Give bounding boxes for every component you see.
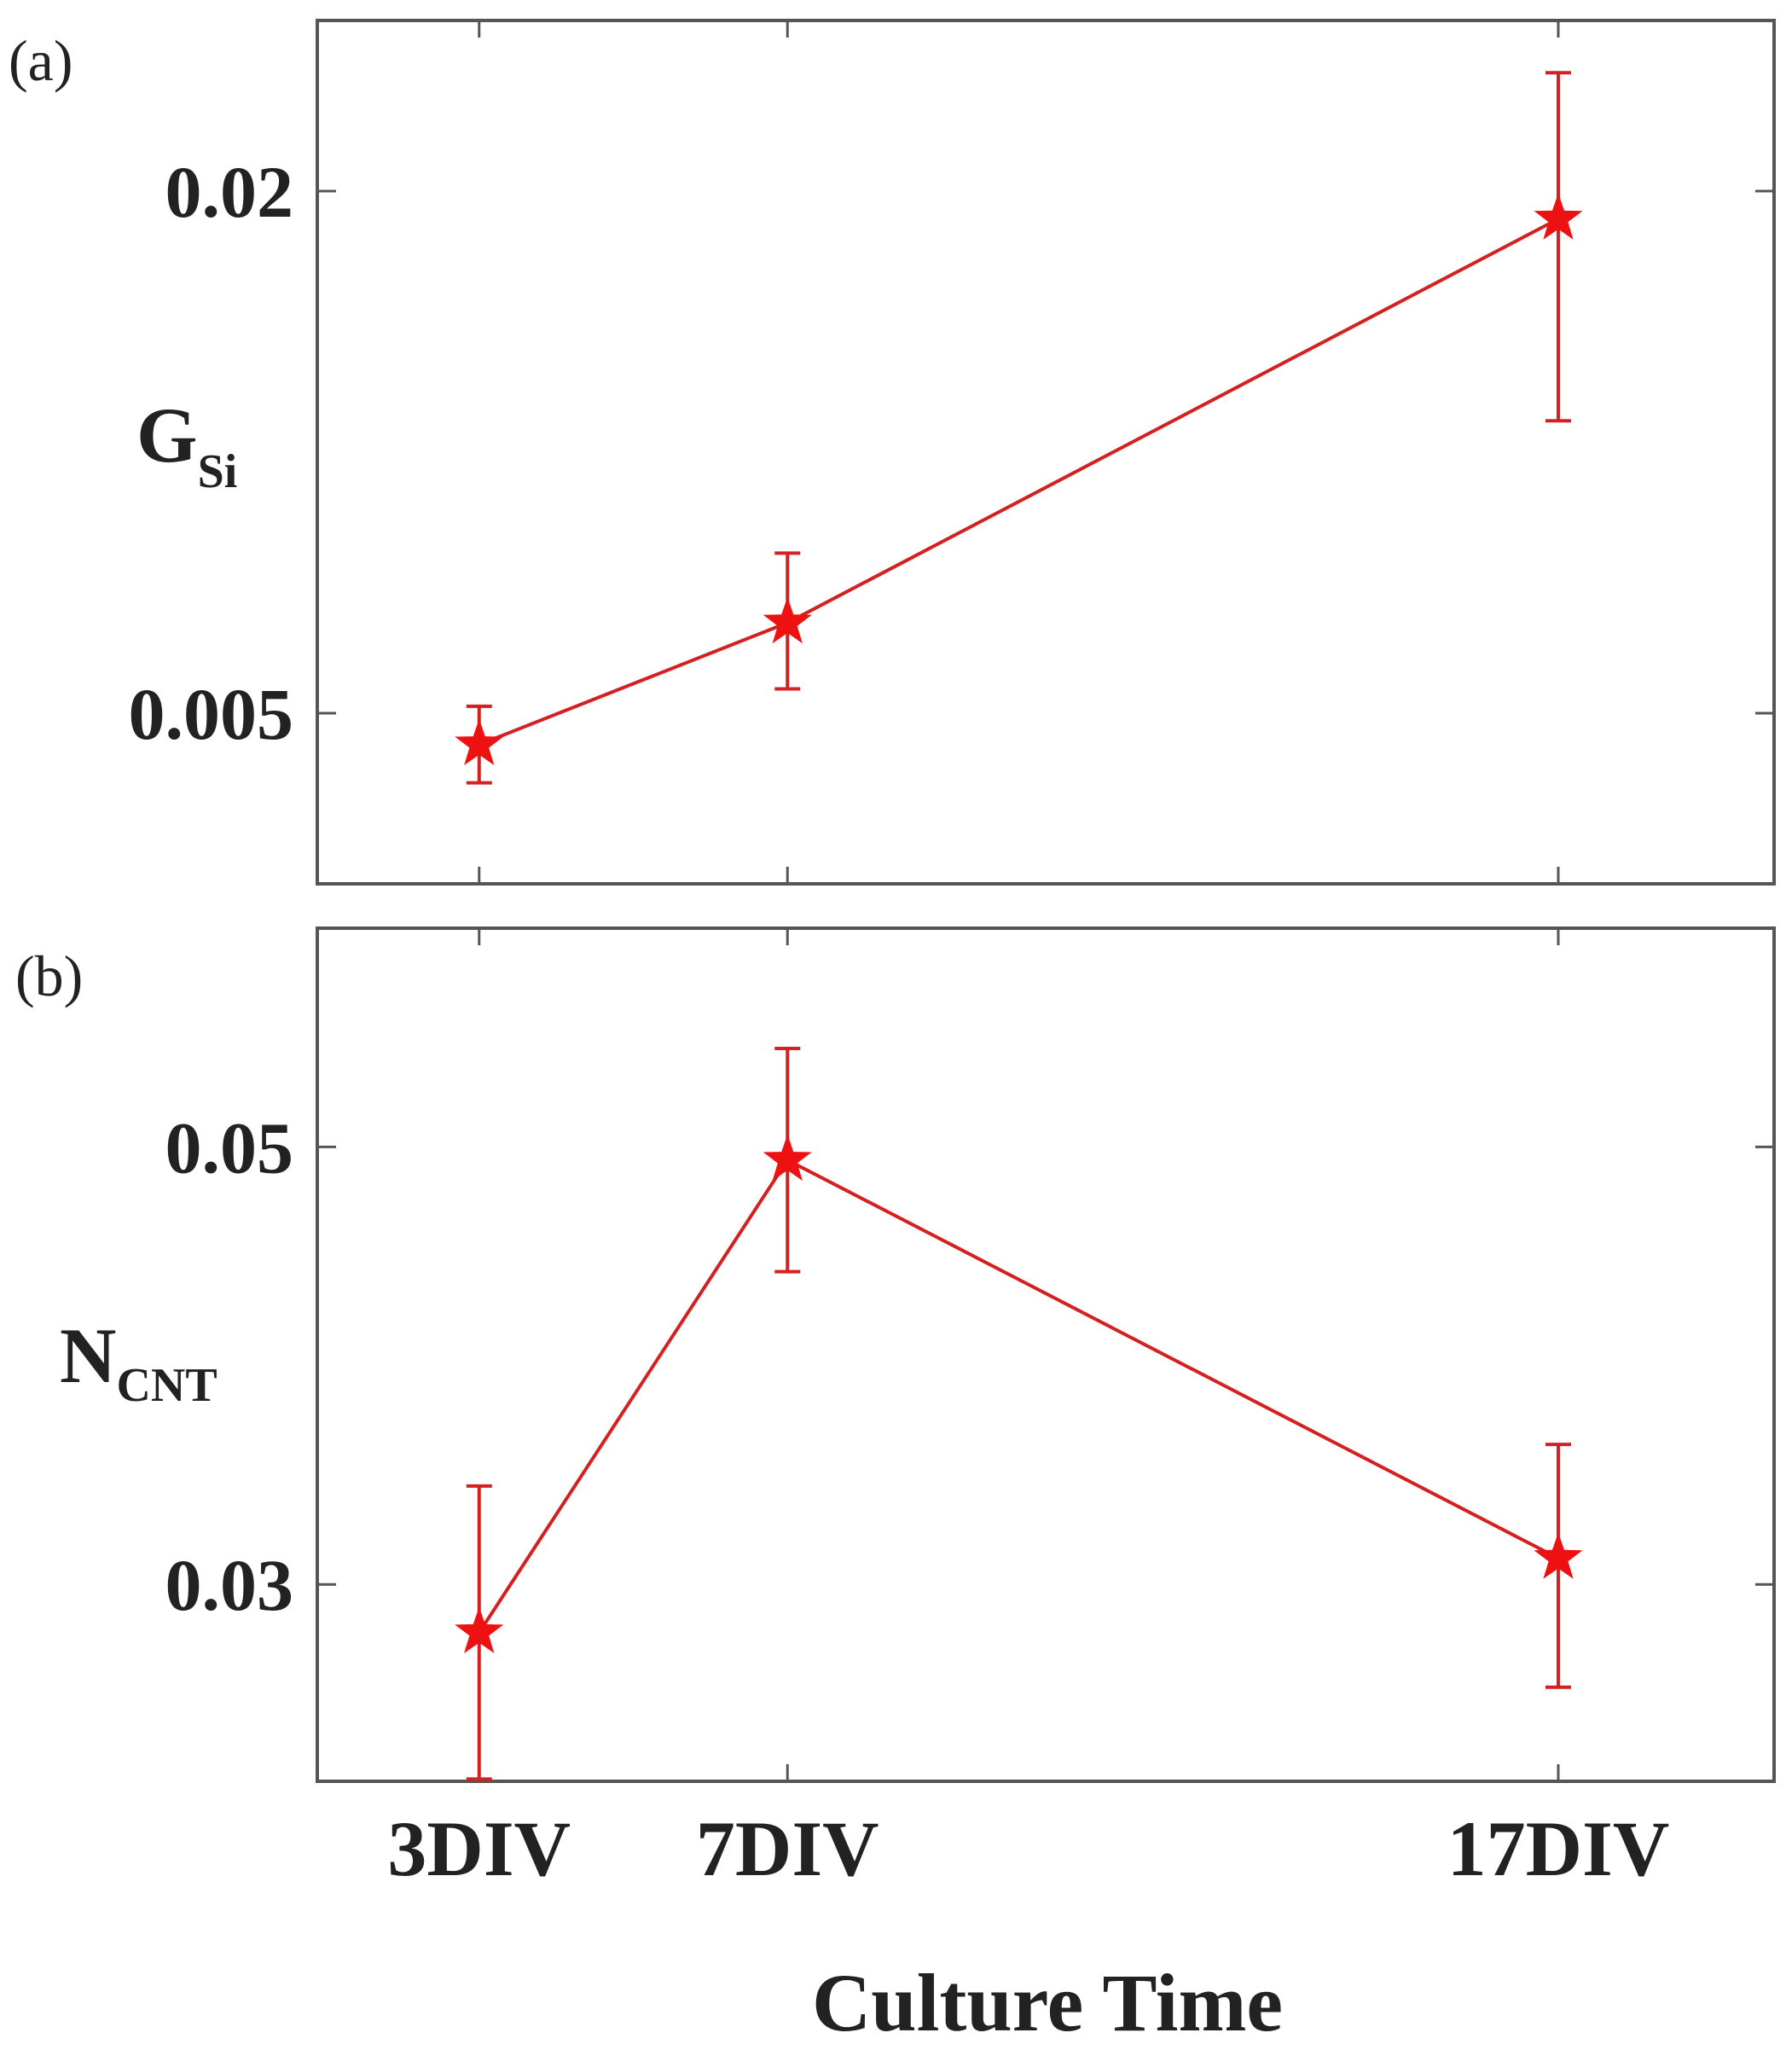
- panel-a-ylabel: GSi: [136, 392, 237, 498]
- panel-a-ylabel-sub: Si: [198, 445, 238, 498]
- panel-a-label: (a): [9, 28, 72, 93]
- panel-b-ylabel-main: N: [60, 1312, 116, 1399]
- data-point-star: [1534, 193, 1583, 240]
- x-tick-label: 7DIV: [696, 1805, 879, 1892]
- data-point-star: [763, 1134, 812, 1182]
- series-line: [478, 217, 1559, 746]
- y-tick-label: 0.02: [165, 151, 294, 233]
- panel-a-frame: [316, 19, 1776, 886]
- panel-b-frame: [316, 926, 1776, 1783]
- x-axis-title: Culture Time: [812, 1957, 1283, 2048]
- data-point-star: [455, 1606, 504, 1653]
- panel-b-ylabel: NCNT: [60, 1312, 217, 1412]
- y-tick-label: 0.05: [165, 1106, 294, 1188]
- y-tick-label: 0.03: [165, 1544, 294, 1626]
- panel-a-marks: [455, 71, 1583, 785]
- panel-b-marks: [455, 1047, 1583, 1781]
- panel-a-y-ticks: 0.005 0.02: [129, 151, 1774, 755]
- panel-b: (b) 0.03 0.05 NCNT: [15, 926, 1776, 1783]
- data-point-star: [763, 597, 812, 644]
- y-tick-label: 0.005: [129, 673, 294, 755]
- panel-a-ylabel-main: G: [136, 392, 198, 479]
- panel-b-label: (b): [15, 944, 83, 1008]
- panel-a: (a) 0.005 0.02 GSi: [9, 19, 1776, 886]
- data-point-star: [1534, 1532, 1583, 1579]
- panel-b-y-ticks: 0.03 0.05: [165, 1106, 1774, 1626]
- x-tick-label: 3DIV: [387, 1805, 571, 1892]
- data-point-star: [455, 718, 504, 765]
- panel-b-ylabel-sub: CNT: [116, 1359, 217, 1412]
- panel-b-x-ticks: [478, 928, 1560, 1781]
- x-tick-labels: 3DIV 7DIV 17DIV: [387, 1805, 1669, 1892]
- x-tick-label: 17DIV: [1447, 1805, 1670, 1892]
- panel-a-x-ticks: [478, 20, 1560, 884]
- series-line: [478, 1158, 1559, 1634]
